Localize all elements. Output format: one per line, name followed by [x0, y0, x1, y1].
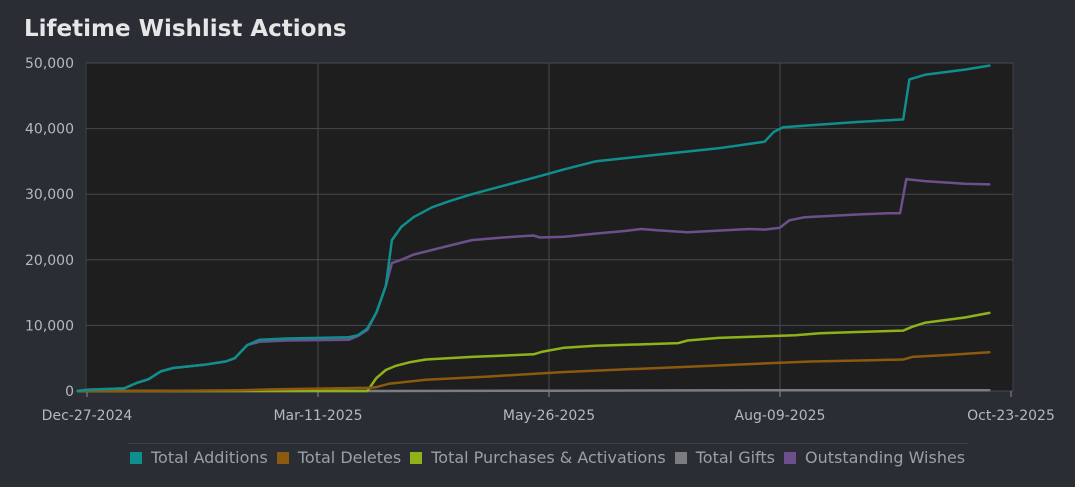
y-tick-label: 10,000 — [25, 318, 74, 334]
legend-swatch — [130, 451, 142, 464]
x-tick-label: Aug-09-2025 — [735, 408, 826, 424]
legend-swatch — [784, 451, 797, 464]
x-tick-label: Dec-27-2024 — [42, 408, 133, 424]
y-tick-label: 0 — [65, 384, 74, 400]
legend-swatch — [674, 451, 687, 464]
series-lines — [76, 64, 991, 393]
series-line-total-deletes[interactable] — [76, 351, 991, 393]
x-tick-label: Oct-23-2025 — [967, 408, 1055, 424]
x-axis: Dec-27-2024 Mar-11-2025 May-26-2025 Aug-09-… — [42, 391, 1055, 424]
chart-title: Lifetime Wishlist Actions — [24, 16, 347, 42]
y-axis: 0 10,000 20,000 30,000 40,000 50,000 — [25, 56, 74, 400]
legend-item-total-additions[interactable]: Total Additions — [130, 448, 268, 467]
series-line-total-additions[interactable] — [76, 64, 991, 393]
legend-swatch — [410, 451, 423, 464]
x-tick-label: Mar-11-2025 — [273, 408, 362, 424]
grid-lines — [86, 62, 1013, 392]
legend-item-total-deletes[interactable]: Total Deletes — [276, 448, 402, 467]
legend-item-outstanding-wishes[interactable]: Outstanding Wishes — [784, 448, 965, 467]
legend-label: Outstanding Wishes — [805, 448, 966, 467]
y-tick-label: 30,000 — [25, 187, 74, 203]
x-tick-label: May-26-2025 — [503, 408, 595, 424]
legend-swatch — [276, 451, 289, 464]
legend-label: Total Gifts — [695, 448, 776, 467]
chart-legend: Total Additions Total Deletes Total Purcha… — [130, 448, 974, 467]
legend-label: Total Deletes — [297, 448, 402, 467]
legend-label: Total Additions — [151, 448, 268, 467]
legend-item-total-gifts[interactable]: Total Gifts — [674, 448, 776, 467]
legend-item-total-purchases-activations[interactable]: Total Purchases & Activations — [410, 448, 666, 467]
y-tick-label: 40,000 — [25, 122, 74, 138]
y-tick-label: 20,000 — [25, 253, 74, 269]
series-line-total-purchases-activations[interactable] — [76, 311, 991, 393]
legend-divider — [128, 443, 968, 444]
legend-label: Total Purchases & Activations — [431, 448, 666, 467]
y-tick-label: 50,000 — [25, 56, 74, 72]
